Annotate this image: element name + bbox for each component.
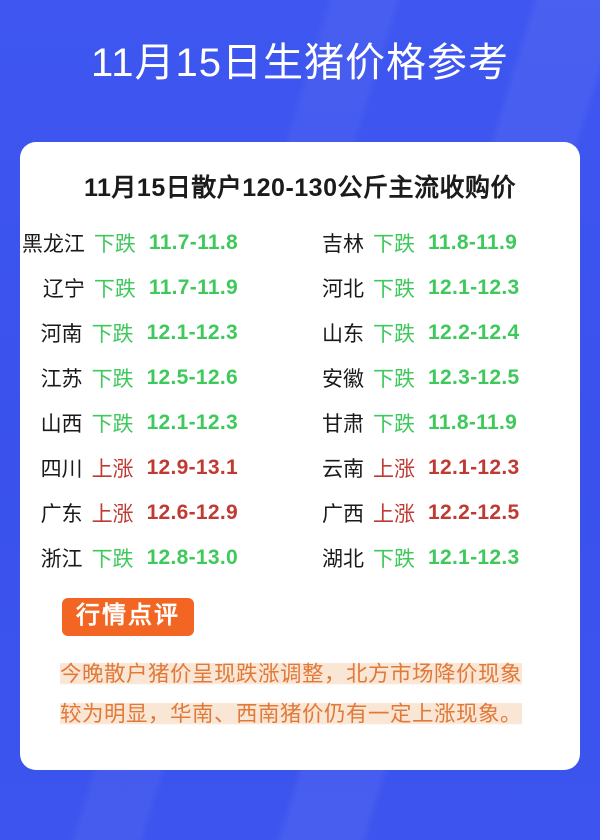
price-range: 11.8-11.9 xyxy=(428,230,518,254)
price-row: 黑龙江 下跌 11.7-11.8 xyxy=(20,220,300,265)
price-range: 11.7-11.9 xyxy=(148,275,238,299)
province-label: 山东 xyxy=(322,322,364,346)
trend-label: 上涨 xyxy=(91,457,134,481)
price-range: 12.1-12.3 xyxy=(428,275,520,299)
province-label: 辽宁 xyxy=(42,277,85,301)
price-card: 11月15日散户120-130公斤主流收购价 黑龙江 下跌 11.7-11.8 吉林下… xyxy=(20,142,580,770)
trend-label: 上涨 xyxy=(373,457,415,481)
trend-label: 上涨 xyxy=(91,502,134,526)
trend-label: 下跌 xyxy=(373,412,415,436)
price-range: 12.2-12.5 xyxy=(428,500,520,524)
province-label: 河北 xyxy=(322,277,364,301)
province-label: 广西 xyxy=(322,502,364,526)
price-row: 河北 下跌 12.1-12.3 xyxy=(300,265,580,310)
trend-label: 下跌 xyxy=(373,277,415,301)
commentary-text: 今晚散户猪价呈现跌涨调整，北方市场降价现象 较为明显，华南、西南猪价仍有一定上涨… xyxy=(20,654,580,734)
province-label: 湖北 xyxy=(322,547,364,571)
price-row: 浙江 下跌 12.8-13.0 xyxy=(20,535,300,580)
price-range: 12.5-12.6 xyxy=(146,365,238,389)
trend-label: 下跌 xyxy=(91,322,134,346)
trend-label: 下跌 xyxy=(91,412,134,436)
trend-label: 下跌 xyxy=(91,367,134,391)
province-label: 云南 xyxy=(322,457,364,481)
province-label: 浙江 xyxy=(40,547,83,571)
price-row: 广东 上涨 12.6-12.9 xyxy=(20,490,300,535)
price-range: 11.8-11.9 xyxy=(428,410,518,434)
trend-label: 下跌 xyxy=(373,547,415,571)
price-row: 湖北 下跌 12.1-12.3 xyxy=(300,535,580,580)
price-range: 12.1-12.3 xyxy=(146,410,238,434)
province-label: 黑龙江 xyxy=(21,232,85,256)
price-table: 黑龙江 下跌 11.7-11.8 吉林 下跌 11.8-11.9 辽宁 下跌 11.7-11.9… xyxy=(20,220,580,580)
price-range: 12.2-12.4 xyxy=(428,320,520,344)
trend-label: 下跌 xyxy=(373,367,415,391)
price-range: 12.1-12.3 xyxy=(428,455,520,479)
price-row: 云南 上涨 12.1-12.3 xyxy=(300,445,580,490)
province-label: 山西 xyxy=(40,412,83,436)
trend-label: 下跌 xyxy=(373,232,415,256)
price-row: 广西 上涨 12.2-12.5 xyxy=(300,490,580,535)
price-row: 辽宁 下跌 11.7-11.9 xyxy=(20,265,300,310)
trend-label: 下跌 xyxy=(373,322,415,346)
commentary-line-2: 较为明显，华南、西南猪价仍有一定上涨现象。 xyxy=(60,701,523,728)
price-row: 山东 下跌 12.2-12.4 xyxy=(300,310,580,355)
commentary-line-1: 今晚散户猪价呈现跌涨调整，北方市场降价现象 xyxy=(60,661,523,688)
province-label: 河南 xyxy=(40,322,83,346)
price-range: 12.9-13.1 xyxy=(146,455,238,479)
province-label: 甘肃 xyxy=(322,412,364,436)
price-range: 12.1-12.3 xyxy=(428,545,520,569)
price-range: 12.6-12.9 xyxy=(146,500,238,524)
trend-label: 上涨 xyxy=(373,502,415,526)
page-title: 11月15日生猪价格参考 xyxy=(90,41,509,85)
price-row: 山西 下跌 12.1-12.3 xyxy=(20,400,300,445)
price-row: 河南 下跌 12.1-12.3 xyxy=(20,310,300,355)
commentary-badge: 行情点评 xyxy=(62,598,194,637)
province-label: 四川 xyxy=(40,457,83,481)
price-row: 吉林 下跌 11.8-11.9 xyxy=(300,220,580,265)
trend-label: 下跌 xyxy=(91,547,134,571)
price-range: 12.1-12.3 xyxy=(146,320,238,344)
price-row: 四川 上涨 12.9-13.1 xyxy=(20,445,300,490)
card-header: 11月15日散户120-130公斤主流收购价 xyxy=(84,174,516,202)
price-row: 安徽 下跌 12.3-12.5 xyxy=(300,355,580,400)
price-range: 12.3-12.5 xyxy=(428,365,520,389)
province-label: 广东 xyxy=(40,502,83,526)
price-range: 11.7-11.8 xyxy=(148,230,238,254)
price-row: 江苏 下跌 12.5-12.6 xyxy=(20,355,300,400)
trend-label: 下跌 xyxy=(93,277,136,301)
price-row: 甘肃 下跌 11.8-11.9 xyxy=(300,400,580,445)
province-label: 安徽 xyxy=(322,367,364,391)
price-range: 12.8-13.0 xyxy=(146,545,238,569)
province-label: 吉林 xyxy=(322,232,364,256)
province-label: 江苏 xyxy=(40,367,83,391)
commentary-badge-wrap: 行情点评 xyxy=(20,598,580,637)
trend-label: 下跌 xyxy=(93,232,136,256)
